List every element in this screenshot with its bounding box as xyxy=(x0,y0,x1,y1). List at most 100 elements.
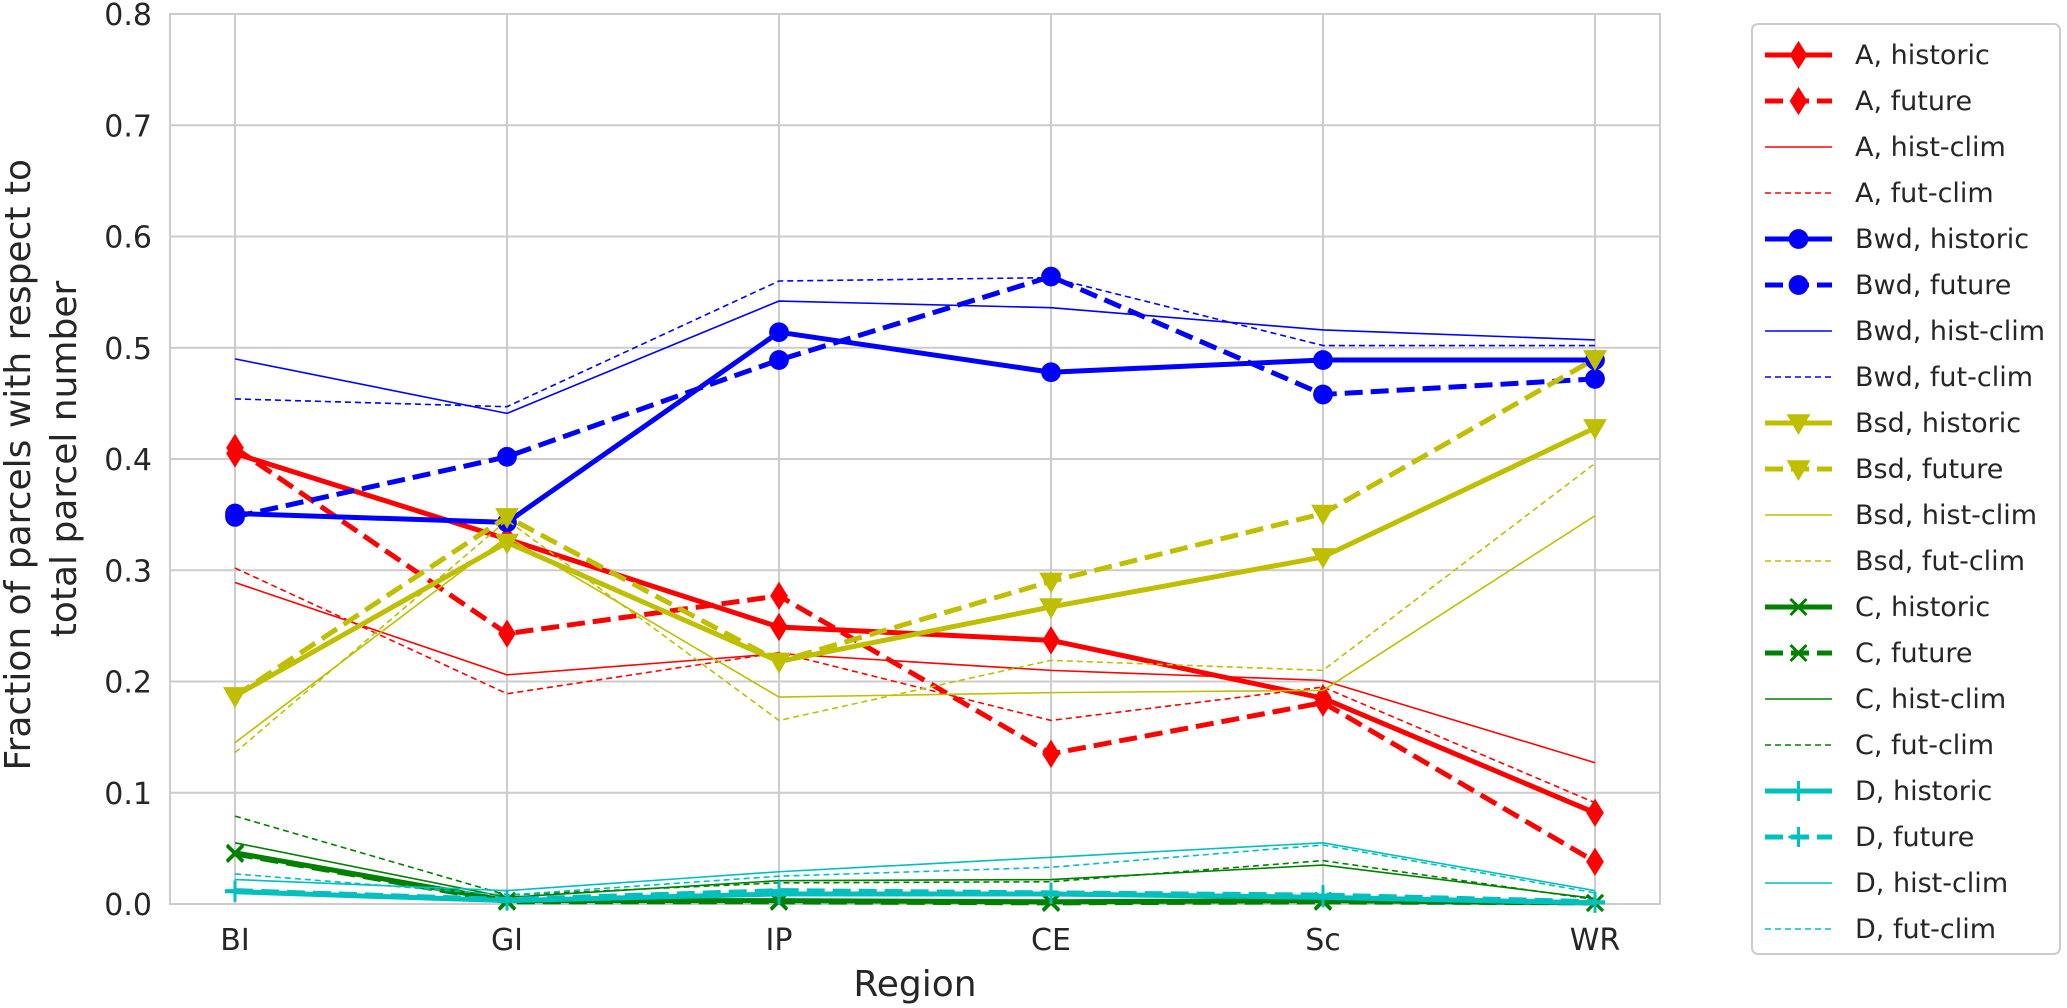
legend-label: Bsd, fut-clim xyxy=(1855,546,2025,577)
legend-label: Bwd, historic xyxy=(1855,224,2029,255)
legend-item: D, historic xyxy=(1765,776,1992,807)
legend-label: C, historic xyxy=(1855,592,1990,623)
legend-label: D, future xyxy=(1855,822,1974,853)
data-point xyxy=(1042,739,1060,768)
legend-marker xyxy=(1789,643,1808,663)
data-point xyxy=(769,350,789,370)
series-c-fut-clim xyxy=(234,815,1596,901)
x-tick-label: BI xyxy=(220,923,249,958)
legend-marker xyxy=(1788,229,1809,249)
data-point xyxy=(1313,384,1333,405)
legend-marker xyxy=(1788,275,1809,295)
series-line xyxy=(234,844,1596,896)
data-point xyxy=(1313,350,1333,370)
series-a-hist-clim xyxy=(234,581,1596,764)
legend-label: D, historic xyxy=(1855,776,1992,807)
data-point xyxy=(495,508,519,529)
data-point xyxy=(225,880,245,901)
y-tick-label: 0.5 xyxy=(104,332,152,367)
legend-label: A, fut-clim xyxy=(1855,178,1994,209)
data-point xyxy=(1039,572,1063,594)
data-point xyxy=(1041,266,1061,287)
x-tick-label: IP xyxy=(766,923,793,958)
data-point xyxy=(225,844,245,863)
y-tick-label: 0.8 xyxy=(104,0,152,33)
series-a-fut-clim xyxy=(234,567,1596,804)
series-bsd-hist-clim xyxy=(234,515,1596,744)
legend-item: A, fut-clim xyxy=(1765,178,1994,209)
data-point xyxy=(1314,688,1332,717)
legend-label: C, hist-clim xyxy=(1855,684,2006,715)
legend-label: A, historic xyxy=(1855,40,1990,71)
data-point xyxy=(1585,369,1605,389)
data-point xyxy=(1583,350,1607,371)
legend-label: C, future xyxy=(1855,638,1972,669)
data-point xyxy=(495,533,519,555)
data-point xyxy=(770,581,788,610)
legend-label: Bsd, future xyxy=(1855,454,2003,485)
y-tick-label: 0.4 xyxy=(104,443,152,478)
legend-label: Bsd, hist-clim xyxy=(1855,500,2037,531)
legend-item: A, historic xyxy=(1765,40,1990,71)
series-bwd-historic xyxy=(225,322,1605,533)
y-tick-label: 0.6 xyxy=(104,221,152,256)
x-tick-label: WR xyxy=(1570,923,1621,958)
legend-label: D, hist-clim xyxy=(1855,868,2008,899)
series-line xyxy=(234,462,1596,754)
data-point xyxy=(1586,847,1604,876)
data-point xyxy=(767,652,791,674)
legend-item: D, hist-clim xyxy=(1765,868,2008,899)
data-point xyxy=(1313,885,1333,906)
series-line xyxy=(234,329,1595,525)
y-tick-label: 0.7 xyxy=(104,109,152,144)
data-point xyxy=(1585,891,1605,912)
series-line xyxy=(234,276,1595,408)
x-tick-label: CE xyxy=(1031,923,1071,958)
series-line xyxy=(234,300,1596,415)
series-line xyxy=(234,851,1596,906)
data-point xyxy=(225,506,245,527)
legend-item: D, future xyxy=(1765,822,1974,853)
legend-label: Bwd, future xyxy=(1855,270,2011,301)
series-line xyxy=(234,567,1596,804)
y-tick-label: 0.2 xyxy=(104,666,152,701)
legend-marker xyxy=(1789,597,1808,617)
legend-marker xyxy=(1788,827,1809,847)
legend-label: Bwd, hist-clim xyxy=(1855,316,2045,347)
legend-item: C, future xyxy=(1765,638,1972,669)
tick-labels: 0.0 0.1 0.2 0.3 0.4 0.5 0.6 0.7 0.8 BI GI IP CE Sc WR xyxy=(104,0,1620,958)
data-point xyxy=(1311,504,1335,526)
series-line xyxy=(234,842,1596,892)
data-point xyxy=(1311,548,1335,569)
legend-item: D, fut-clim xyxy=(1765,914,1996,945)
legend-marker xyxy=(1786,414,1811,436)
y-axis-label-line-1: Fraction of parcels with respect to xyxy=(0,159,39,771)
series-bsd-future xyxy=(223,350,1607,708)
series-bwd-future xyxy=(225,266,1605,527)
series-line xyxy=(234,515,1596,744)
series-d-fut-clim xyxy=(234,844,1596,896)
legend-label: C, fut-clim xyxy=(1855,730,1994,761)
y-tick-label: 0.0 xyxy=(104,888,152,923)
legend-label: Bsd, historic xyxy=(1855,408,2021,439)
series-bwd-hist-clim xyxy=(234,300,1596,415)
series-line xyxy=(234,815,1596,901)
series-bsd-historic xyxy=(223,419,1607,708)
x-tick-label: GI xyxy=(491,923,523,958)
legend-item: Bwd, future xyxy=(1765,270,2011,301)
legend-item: A, hist-clim xyxy=(1765,132,2006,163)
data-point xyxy=(498,619,516,648)
legend-label: Bwd, fut-clim xyxy=(1855,362,2033,393)
series-line xyxy=(233,356,1597,699)
series-line xyxy=(234,581,1596,764)
legend-marker xyxy=(1788,781,1809,801)
y-tick-label: 0.1 xyxy=(104,777,152,812)
legend-label: A, hist-clim xyxy=(1855,132,2006,163)
data-point xyxy=(497,889,517,910)
data-point xyxy=(770,612,788,642)
data-point xyxy=(1583,419,1607,440)
legend-item: Bsd, fut-clim xyxy=(1765,546,2025,577)
legend-item: Bsd, hist-clim xyxy=(1765,500,2037,531)
data-point xyxy=(1041,362,1061,383)
